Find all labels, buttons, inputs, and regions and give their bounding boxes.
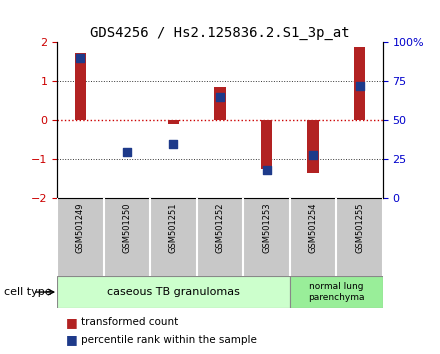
Text: cell type: cell type <box>4 287 52 297</box>
Text: transformed count: transformed count <box>81 317 179 327</box>
Bar <box>75 53 86 120</box>
Bar <box>290 276 383 308</box>
Text: percentile rank within the sample: percentile rank within the sample <box>81 335 257 345</box>
Text: GSM501255: GSM501255 <box>355 202 364 253</box>
Bar <box>260 120 272 169</box>
Text: caseous TB granulomas: caseous TB granulomas <box>107 287 240 297</box>
Text: GSM501252: GSM501252 <box>216 202 224 253</box>
Bar <box>214 87 226 120</box>
Bar <box>57 276 290 308</box>
Text: ■: ■ <box>66 333 78 346</box>
Point <box>124 149 131 154</box>
Point <box>309 152 316 158</box>
Text: GSM501254: GSM501254 <box>308 202 318 253</box>
Title: GDS4256 / Hs2.125836.2.S1_3p_at: GDS4256 / Hs2.125836.2.S1_3p_at <box>90 26 350 40</box>
Text: ■: ■ <box>66 316 78 329</box>
Bar <box>354 47 365 120</box>
Point <box>170 141 177 147</box>
Bar <box>307 120 319 173</box>
Text: GSM501249: GSM501249 <box>76 202 85 253</box>
Bar <box>168 120 180 124</box>
Point <box>77 55 84 61</box>
Point <box>263 167 270 173</box>
Text: GSM501250: GSM501250 <box>122 202 132 253</box>
Text: GSM501253: GSM501253 <box>262 202 271 253</box>
Text: GSM501251: GSM501251 <box>169 202 178 253</box>
Text: normal lung
parenchyma: normal lung parenchyma <box>308 282 364 302</box>
Point <box>216 94 224 100</box>
Point <box>356 83 363 89</box>
